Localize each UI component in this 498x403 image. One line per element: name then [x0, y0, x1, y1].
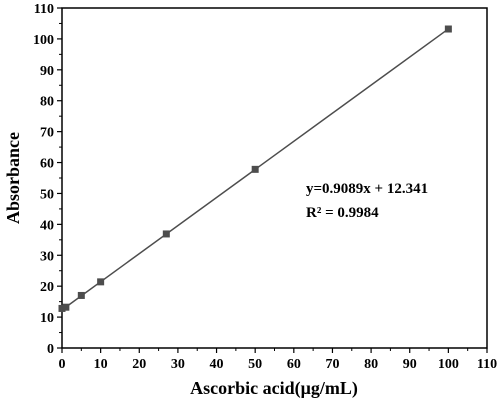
plot-frame	[61, 7, 488, 349]
data-points	[58, 25, 452, 312]
axis-ticks	[57, 7, 488, 353]
data-point	[97, 278, 105, 286]
x-tick-label: 40	[210, 357, 224, 372]
y-tick-label: 40	[40, 218, 54, 233]
data-point	[251, 165, 259, 173]
y-tick-label: 80	[40, 95, 54, 110]
x-tick-label: 30	[171, 357, 185, 372]
y-tick-label: 70	[40, 126, 54, 141]
x-tick-label: 50	[248, 357, 262, 372]
y-tick-label: 90	[40, 64, 54, 79]
x-tick-label: 90	[403, 357, 417, 372]
x-tick-label: 80	[364, 357, 378, 372]
data-point	[444, 25, 452, 33]
x-tick-label: 70	[325, 357, 339, 372]
y-tick-label: 110	[34, 2, 54, 17]
x-tick-label: 100	[438, 357, 459, 372]
y-tick-labels: 0 10 20 30 40 50 60 70 80 90 100 110	[33, 2, 54, 357]
y-tick-label: 60	[40, 157, 54, 172]
y-tick-label: 20	[40, 280, 54, 295]
data-point	[58, 304, 66, 312]
x-tick-label: 10	[94, 357, 108, 372]
data-point	[162, 230, 170, 238]
data-point	[62, 303, 70, 311]
y-tick-label: 30	[40, 249, 54, 264]
x-tick-labels: 0 10 20 30 40 50 60 70 80 90 100 110	[59, 357, 498, 372]
x-tick-label: 20	[132, 357, 146, 372]
y-tick-label: 50	[40, 187, 54, 202]
y-tick-label: 10	[40, 311, 54, 326]
y-tick-label: 0	[47, 342, 54, 357]
r-squared-text: R² = 0.9984	[306, 205, 379, 221]
y-tick-label: 100	[33, 33, 54, 48]
y-axis-label: Absorbance	[3, 132, 23, 224]
x-tick-label: 60	[287, 357, 301, 372]
equation-text: y=0.9089x + 12.341	[306, 181, 428, 197]
data-point	[77, 291, 85, 299]
x-tick-label: 110	[477, 357, 497, 372]
x-tick-label: 0	[59, 357, 66, 372]
x-axis-label: Ascorbic acid(μg/mL)	[190, 378, 358, 399]
